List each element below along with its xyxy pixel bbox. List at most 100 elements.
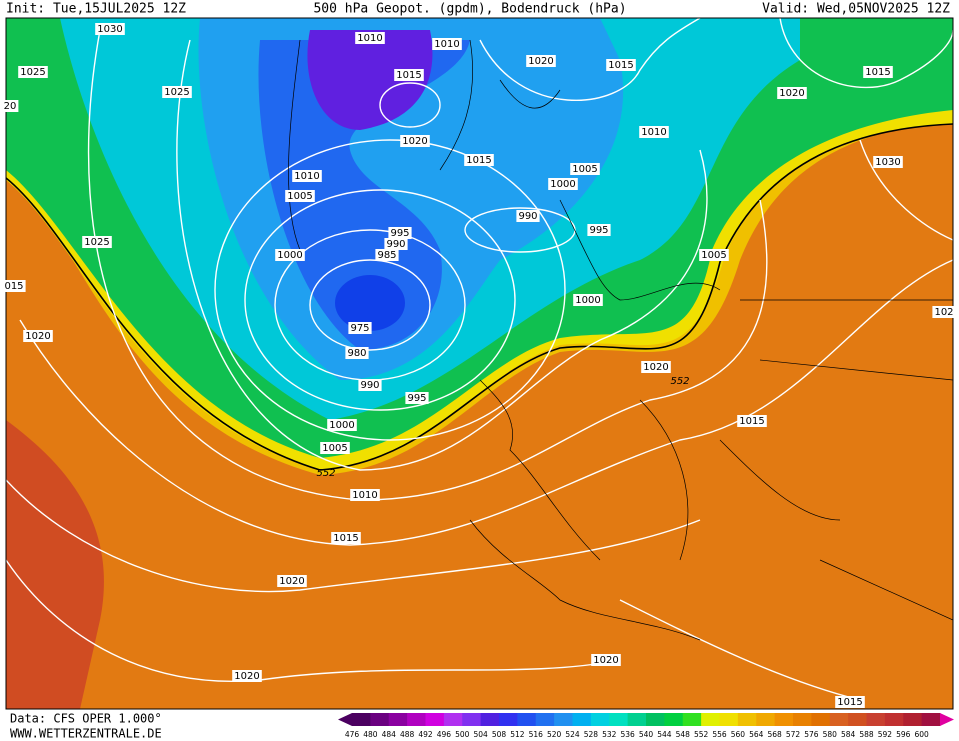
legend-swatch — [921, 713, 941, 726]
isobar-label: 1010 — [352, 490, 377, 501]
legend-swatch — [719, 713, 739, 726]
isobar-label: 1015 — [608, 60, 633, 71]
purple-core — [307, 30, 433, 130]
isobar-label: 1005 — [701, 250, 726, 261]
isobar-label-box — [432, 38, 462, 50]
isobar-label-box — [835, 696, 865, 708]
legend-swatch — [811, 713, 831, 726]
legend-swatch — [701, 713, 720, 726]
isobar-label-box — [570, 163, 600, 175]
isobar-label-box — [355, 32, 385, 44]
valid-time: Valid: Wed,05NOV2025 12Z — [762, 2, 950, 17]
isobar-label-box — [516, 210, 540, 222]
isobar-label: 995 — [589, 225, 608, 236]
legend-swatch — [627, 713, 647, 726]
isobar-label: 1015 — [739, 416, 764, 427]
isobar-label: 1000 — [550, 179, 575, 190]
legend-swatch — [848, 713, 867, 726]
isobar-label-box — [331, 532, 361, 544]
legend-label: 508 — [492, 730, 507, 739]
legend-label: 496 — [437, 730, 452, 739]
legend-label: 524 — [565, 730, 580, 739]
legend-label: 568 — [767, 730, 782, 739]
isobar-label-box — [873, 156, 903, 168]
isobar-label: 1015 — [333, 533, 358, 544]
isobar-label: 1020 — [528, 56, 553, 67]
isobar-label-box — [1, 100, 19, 112]
isobar-label-box — [292, 170, 322, 182]
isobar-label: 980 — [347, 348, 366, 359]
isobar-label-box — [348, 322, 372, 334]
isobar-label: 1030 — [97, 24, 122, 35]
legend-label: 528 — [584, 730, 599, 739]
isobar-label-box — [350, 489, 380, 501]
isobar-label: 1015 — [466, 155, 491, 166]
map-title: 500 hPa Geopot. (gpdm), Bodendruck (hPa) — [313, 2, 626, 17]
legend-label: 480 — [363, 730, 378, 739]
legend-label: 516 — [529, 730, 544, 739]
legend-label: 592 — [878, 730, 893, 739]
data-source: Data: CFS OPER 1.000° — [10, 712, 162, 726]
legend-label: 484 — [382, 730, 397, 739]
isobar-label-box — [699, 249, 729, 261]
legend-label: 500 — [455, 730, 470, 739]
legend-label: 540 — [639, 730, 654, 739]
isobar-label: 1015 — [865, 67, 890, 78]
blue-field — [258, 40, 470, 350]
legend-label: 512 — [510, 730, 525, 739]
legend-swatch — [388, 713, 408, 726]
legend-label: 564 — [749, 730, 764, 739]
isobar-label-box — [2, 280, 26, 292]
legend-label: 600 — [914, 730, 929, 739]
legend-label: 544 — [657, 730, 672, 739]
isobar-label: 1000 — [277, 250, 302, 261]
legend-label: 576 — [804, 730, 819, 739]
isobar-label: 1005 — [287, 191, 312, 202]
isobar-label: 1020 — [25, 331, 50, 342]
legend-swatch — [462, 713, 482, 726]
isobar-label-box — [232, 670, 262, 682]
isobar-label: 1000 — [575, 295, 600, 306]
legend-label: 572 — [786, 730, 801, 739]
isobar-label: 1020 — [779, 88, 804, 99]
legend-swatch — [774, 713, 794, 726]
map-area — [5, 17, 954, 710]
contour-label: 552 — [316, 468, 335, 479]
legend-label: 532 — [602, 730, 617, 739]
isobar-label-box — [82, 236, 112, 248]
legend-swatch — [664, 713, 684, 726]
isobar-label: 20 — [4, 101, 17, 112]
isobar-label-box — [162, 86, 192, 98]
isobar-label: 995 — [390, 228, 409, 239]
isobar-label: 1020 — [643, 362, 668, 373]
isobar-label: 1025 — [20, 67, 45, 78]
isobar-label: 1025 — [84, 237, 109, 248]
isobar-label: 1030 — [875, 157, 900, 168]
legend-label: 492 — [418, 730, 433, 739]
isobar-label: 1020 — [593, 655, 618, 666]
isobar-labels: 1030 1025 1025 20 1010 1010 1015 1020 1015 1015 10… — [1, 23, 956, 708]
isobar-label-box — [327, 419, 357, 431]
low-core — [335, 275, 405, 331]
legend-swatch — [646, 713, 665, 726]
isobar-label-box — [573, 294, 603, 306]
contour-552 — [6, 123, 953, 471]
legend-label: 560 — [731, 730, 746, 739]
legend-label: 552 — [694, 730, 709, 739]
map-frame — [5, 17, 954, 710]
isobar-label-box — [384, 238, 408, 250]
legend-label: 588 — [859, 730, 874, 739]
isobar-label: 1010 — [357, 33, 382, 44]
legend-swatch — [793, 713, 812, 726]
contour-label: 552 — [670, 376, 689, 387]
isobar-label-box — [400, 135, 430, 147]
legend-swatch — [903, 713, 923, 726]
legend-swatch — [425, 713, 445, 726]
legend-label: 580 — [823, 730, 838, 739]
legend-label: 520 — [547, 730, 562, 739]
isobar-label: 1015 — [837, 697, 862, 708]
isobar-label: 1020 — [279, 576, 304, 587]
legend-arrow-left — [338, 713, 352, 726]
isobar-label-box — [358, 379, 382, 391]
